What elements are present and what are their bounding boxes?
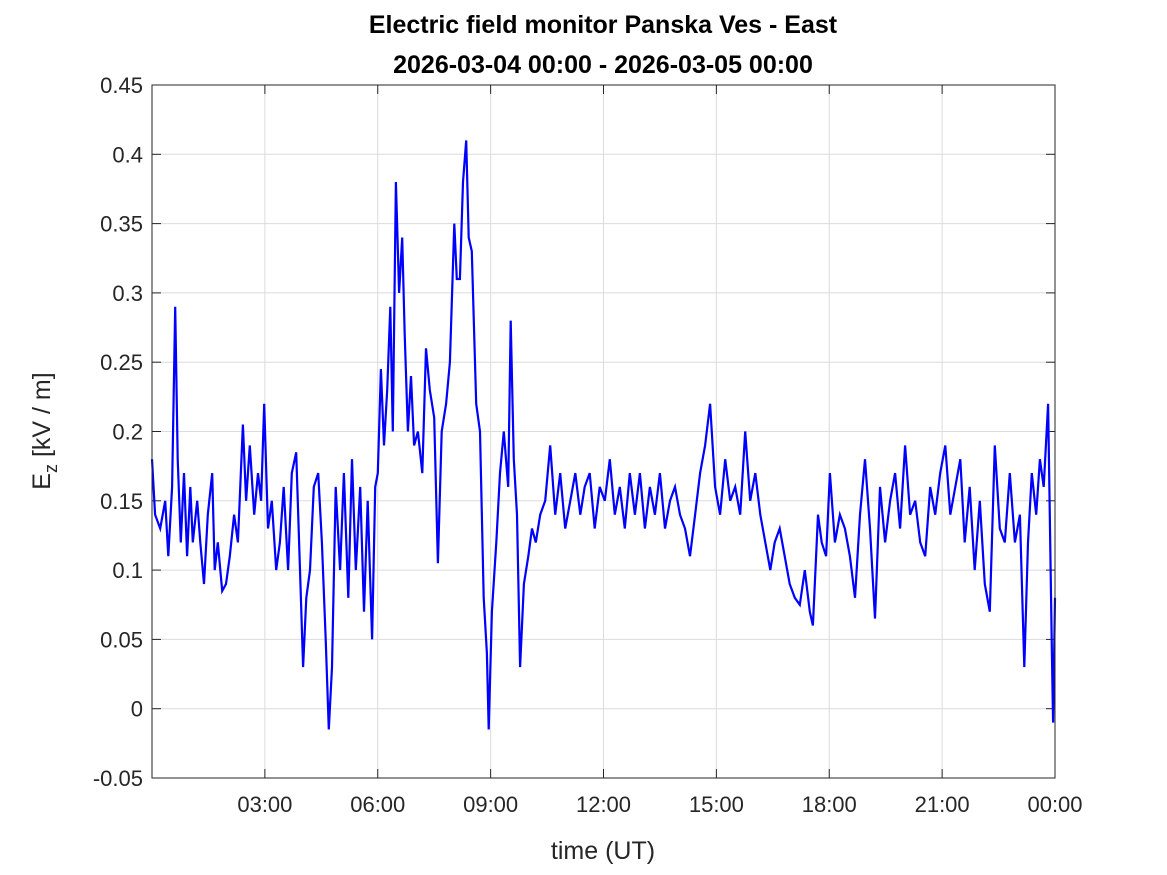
x-tick-label: 09:00 (463, 792, 518, 817)
y-tick-label: 0.35 (100, 212, 143, 237)
series-line-ez (150, 140, 1057, 730)
y-tick-label: 0.15 (100, 489, 143, 514)
y-tick-label: 0.4 (112, 142, 143, 167)
x-tick-label: 03:00 (237, 792, 292, 817)
x-tick-label: 06:00 (350, 792, 405, 817)
y-tick-label: 0.3 (112, 281, 143, 306)
x-axis-label: time (UT) (551, 837, 655, 865)
chart-title-line-2: 2026-03-04 00:00 - 2026-03-05 00:00 (393, 51, 813, 79)
chart-title-line-1: Electric field monitor Panska Ves - East (369, 11, 838, 39)
x-tick-label: 21:00 (915, 792, 970, 817)
y-tick-label: 0.45 (100, 73, 143, 98)
x-axis-ticks: 03:00 06:00 09:00 12:00 15:00 18:00 21:00 00:00 (237, 85, 1083, 817)
x-tick-label: 00:00 (1027, 792, 1082, 817)
x-tick-label: 12:00 (576, 792, 631, 817)
x-tick-label: 15:00 (689, 792, 744, 817)
y-axis-ticks: -0.05 0 0.05 0.1 0.15 0.2 0.25 0.3 0.35 0.4 0.45 (93, 73, 1055, 791)
y-tick-label: 0.2 (112, 420, 143, 445)
y-tick-label: 0 (131, 697, 143, 722)
y-tick-label: 0.05 (100, 627, 143, 652)
x-tick-label: 18:00 (802, 792, 857, 817)
y-tick-label: 0.25 (100, 350, 143, 375)
y-tick-label: 0.1 (112, 558, 143, 583)
y-tick-label: -0.05 (93, 766, 143, 791)
axes-box (151, 84, 1056, 779)
y-axis-label: Ez [kV / m] (28, 372, 61, 489)
